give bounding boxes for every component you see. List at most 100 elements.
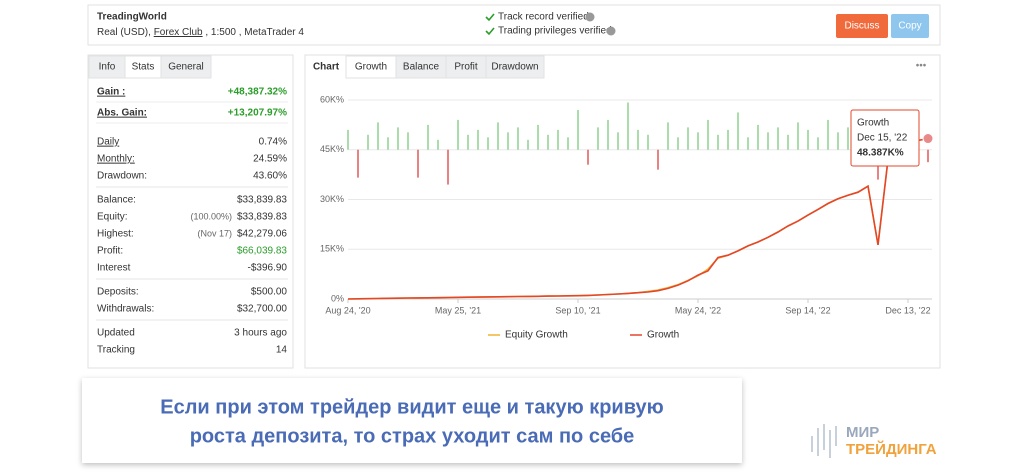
- stat-label: Balance:: [97, 195, 136, 206]
- daily-bar: [747, 137, 749, 150]
- daily-bar: [567, 137, 569, 150]
- daily-bar: [657, 149, 659, 170]
- y-tick-label: 30K%: [320, 194, 344, 204]
- stat-label: Monthly:: [97, 154, 135, 165]
- daily-bar: [737, 112, 739, 150]
- x-tick-label: Sep 10, '21: [555, 305, 600, 315]
- daily-bar: [547, 134, 549, 150]
- daily-bar: [757, 124, 759, 150]
- stat-value: 3 hours ago: [234, 328, 287, 339]
- stat-value: $42,279.06: [237, 229, 287, 240]
- daily-bar: [787, 134, 789, 150]
- tab[interactable]: [306, 56, 346, 78]
- daily-bar: [847, 127, 849, 150]
- daily-bar: [607, 119, 609, 150]
- daily-bar: [387, 137, 389, 150]
- stat-value: $33,839.83: [237, 195, 287, 206]
- tab-label[interactable]: Balance: [403, 62, 440, 73]
- discuss-label[interactable]: Discuss: [844, 21, 879, 32]
- copy-button[interactable]: [891, 14, 929, 38]
- stats-panel: [87, 54, 294, 369]
- account-details: , 1:500 , MetaTrader 4: [203, 27, 305, 38]
- stat-value: +48,387.32%: [228, 87, 287, 98]
- daily-bar: [437, 139, 439, 150]
- check-icon: [485, 13, 495, 22]
- x-tick-label: May 25, '21: [435, 305, 481, 315]
- stat-label: Highest:: [97, 229, 134, 240]
- tab-label[interactable]: General: [168, 62, 204, 73]
- daily-bar: [777, 127, 779, 150]
- check-icon: [485, 27, 495, 36]
- verified-item: Track record verified: [498, 12, 589, 23]
- stat-value: +13,207.97%: [228, 108, 287, 119]
- x-tick-label: Aug 24, '20: [325, 305, 370, 315]
- trader-name: TreadingWorld: [97, 12, 167, 23]
- daily-bar: [487, 137, 489, 150]
- tooltip-value: 48.387K%: [857, 148, 904, 159]
- tab-label[interactable]: Growth: [355, 62, 387, 73]
- info-icon[interactable]: [585, 12, 595, 22]
- info-icon[interactable]: [606, 26, 616, 36]
- caption-box: [82, 378, 742, 463]
- tooltip-box: [850, 109, 920, 167]
- daily-bar: [667, 122, 669, 150]
- stat-label: Deposits:: [97, 287, 139, 298]
- discuss-button[interactable]: [836, 14, 888, 38]
- tooltip-date: Dec 15, '22: [857, 133, 908, 144]
- stat-label: Withdrawals:: [97, 304, 154, 315]
- stat-value: -$396.90: [248, 263, 288, 274]
- caption-line: Если при этом трейдер видит еще и такую …: [160, 396, 663, 418]
- daily-bar: [357, 149, 359, 178]
- daily-bar: [527, 139, 529, 150]
- daily-bar: [367, 134, 369, 150]
- chart-panel: [304, 54, 941, 369]
- daily-bar: [467, 134, 469, 150]
- stat-label: Drawdown:: [97, 171, 147, 182]
- y-tick-label: 45K%: [320, 144, 344, 154]
- x-tick-label: May 24, '22: [675, 305, 721, 315]
- daily-bar: [927, 149, 929, 163]
- growth-line: [347, 137, 929, 300]
- tab[interactable]: [485, 55, 545, 79]
- logo-top: МИР: [846, 424, 879, 441]
- daily-bar: [347, 129, 349, 150]
- daily-bar: [407, 132, 409, 150]
- tab-label[interactable]: Drawdown: [491, 62, 538, 73]
- tab-label[interactable]: Info: [99, 62, 116, 73]
- chart-menu[interactable]: •••: [916, 61, 927, 72]
- tab-label[interactable]: Chart: [313, 62, 340, 73]
- tab-label[interactable]: Profit: [454, 62, 478, 73]
- daily-bar: [727, 129, 729, 150]
- header-box: [87, 4, 941, 46]
- daily-bar: [507, 132, 509, 150]
- tab-label[interactable]: Stats: [132, 62, 155, 73]
- stat-label: Daily: [97, 137, 119, 148]
- tab[interactable]: [160, 55, 212, 79]
- daily-bar: [537, 124, 539, 150]
- broker-link[interactable]: Forex Club: [154, 27, 203, 38]
- legend-label: Growth: [647, 330, 679, 341]
- daily-bar: [837, 132, 839, 150]
- daily-bar: [587, 149, 589, 165]
- daily-bar: [477, 129, 479, 150]
- daily-bar: [577, 109, 579, 150]
- stat-label: Abs. Gain:: [97, 108, 147, 119]
- account-info: Real (USD), Forex Club , 1:500 , MetaTra…: [97, 27, 304, 38]
- daily-bar: [817, 137, 819, 150]
- daily-bar: [397, 127, 399, 150]
- daily-bar: [597, 127, 599, 150]
- daily-bar: [417, 149, 419, 178]
- x-tick-label: Dec 13, '22: [885, 305, 930, 315]
- stat-note: (100.00%): [190, 211, 232, 221]
- hover-marker[interactable]: [922, 133, 934, 145]
- daily-bar: [637, 129, 639, 150]
- copy-label[interactable]: Copy: [898, 21, 921, 32]
- caption-line: роста депозита, то страх уходит сам по с…: [190, 425, 635, 447]
- y-tick-label: 15K%: [320, 244, 344, 254]
- daily-bar: [707, 119, 709, 150]
- stat-value: 24.59%: [253, 154, 287, 165]
- daily-bar: [447, 149, 449, 185]
- stat-value: $500.00: [251, 287, 288, 298]
- daily-bar: [717, 134, 719, 150]
